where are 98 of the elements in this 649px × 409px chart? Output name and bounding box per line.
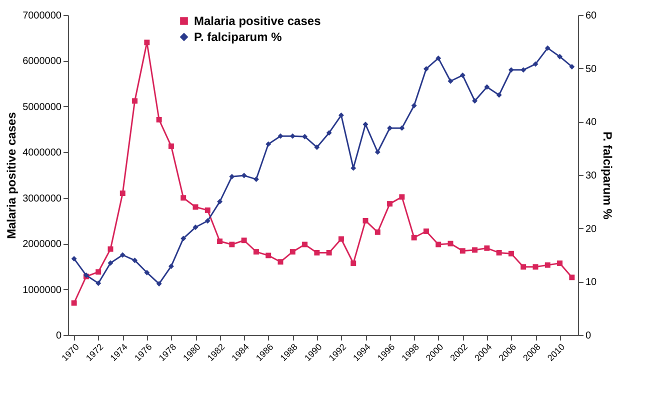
point (314, 250, 320, 256)
point (557, 54, 563, 60)
point (448, 240, 454, 246)
y-tick-label: 4000000 (22, 148, 62, 159)
point (569, 274, 575, 280)
point (448, 78, 454, 84)
point (204, 218, 210, 224)
point (168, 263, 174, 269)
point (338, 236, 344, 242)
point (302, 134, 308, 140)
point (156, 281, 162, 287)
point (496, 92, 502, 98)
y-tick-label: 7000000 (22, 10, 62, 22)
point (508, 67, 514, 73)
point (362, 218, 368, 224)
point (132, 98, 138, 104)
y2-tick-label: 40 (586, 117, 598, 128)
point (180, 236, 186, 242)
point (204, 207, 210, 213)
point (532, 264, 538, 270)
point (484, 245, 490, 251)
point (108, 260, 114, 266)
point (508, 250, 514, 256)
y-tick-label: 3000000 (22, 193, 62, 204)
y2-tick-label: 20 (586, 224, 598, 235)
point (144, 270, 150, 276)
point (532, 61, 538, 67)
point (71, 256, 77, 262)
point (314, 144, 320, 150)
point (108, 246, 114, 252)
point (253, 176, 259, 182)
point (374, 149, 380, 155)
point (278, 259, 284, 265)
point (544, 45, 550, 51)
y-tick-label: 2000000 (22, 239, 62, 250)
point (266, 252, 272, 258)
point (436, 55, 442, 61)
point (411, 234, 417, 240)
point (569, 64, 575, 70)
point (156, 116, 162, 122)
point (266, 141, 272, 147)
point (132, 258, 138, 264)
point (96, 280, 102, 286)
point (71, 300, 77, 306)
point (241, 238, 247, 244)
point (399, 194, 405, 200)
point (460, 72, 466, 78)
y2-tick-label: 10 (586, 277, 598, 288)
y-tick-label: 1000000 (22, 284, 62, 296)
y-tick-label: 6000000 (22, 56, 62, 68)
point (350, 260, 356, 266)
y2-axis-title: P. falciparum % (600, 132, 615, 220)
point (278, 133, 284, 139)
point (229, 174, 235, 180)
point (290, 133, 296, 139)
point (484, 84, 490, 90)
point (423, 228, 429, 234)
point (472, 247, 478, 253)
point (399, 125, 405, 131)
point (387, 201, 393, 207)
point (362, 122, 368, 128)
point (520, 67, 526, 73)
point (423, 66, 429, 72)
point (120, 190, 126, 196)
point (192, 224, 198, 230)
point (374, 229, 380, 235)
point (217, 238, 223, 244)
legend-label: Malaria positive cases (194, 14, 322, 28)
y2-tick-label: 60 (586, 10, 598, 22)
point (544, 262, 550, 268)
point (290, 249, 296, 255)
point (338, 112, 344, 118)
point (436, 242, 442, 248)
point (120, 252, 126, 258)
point (460, 248, 466, 254)
y-axis-title: Malaria positive cases (4, 112, 19, 239)
legend-label: P. falciparum % (194, 30, 282, 44)
point (253, 249, 259, 255)
y2-tick-label: 0 (586, 330, 592, 342)
point (472, 98, 478, 104)
point (96, 269, 102, 275)
point (168, 143, 174, 149)
y2-tick-label: 30 (586, 170, 598, 182)
point (241, 172, 247, 178)
point (496, 250, 502, 256)
y-tick-label: 0 (56, 330, 62, 342)
y-tick-label: 5000000 (22, 102, 62, 113)
point (326, 250, 332, 256)
y2-tick-label: 50 (586, 64, 598, 75)
point (144, 40, 150, 46)
point (217, 198, 223, 204)
point (411, 102, 417, 108)
point (229, 242, 235, 248)
point (302, 242, 308, 248)
point (180, 195, 186, 201)
point (326, 130, 332, 136)
point (520, 264, 526, 270)
point (557, 260, 563, 266)
